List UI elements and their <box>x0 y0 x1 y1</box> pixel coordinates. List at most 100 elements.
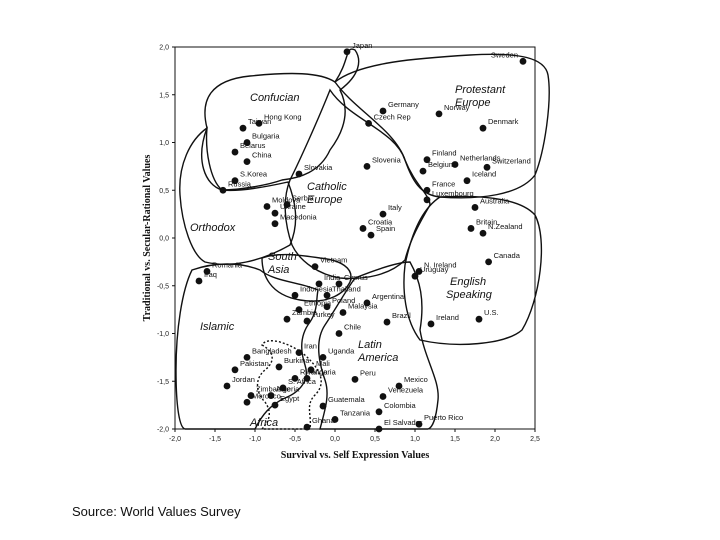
country-label: Guatemala <box>328 395 366 404</box>
country-label: Poland <box>332 296 355 305</box>
y-tick-label: 0,5 <box>159 188 169 195</box>
country-label: Denmark <box>488 117 519 126</box>
region-label-islamic: Islamic <box>200 321 235 333</box>
region-label-orthodox: Orthodox <box>190 222 236 234</box>
country-point <box>419 167 427 175</box>
country-label: Ethiopia <box>304 299 332 308</box>
country-point <box>359 225 367 232</box>
country-point <box>485 258 492 266</box>
country-point <box>271 220 279 228</box>
country-label: Chile <box>344 323 361 332</box>
country-point <box>375 425 383 433</box>
x-tick-label: 2,0 <box>490 436 500 443</box>
country-point <box>223 382 231 390</box>
x-tick-label: 2,5 <box>530 436 540 443</box>
country-point <box>379 107 387 115</box>
y-tick-label: -0,5 <box>157 283 169 290</box>
y-axis-title: Traditional vs. Secular-Rational Values <box>142 155 153 322</box>
country-label: El Salvador <box>384 418 423 427</box>
country-label: Tanzania <box>340 408 371 417</box>
country-point <box>323 291 331 299</box>
country-label: N.Zealand <box>488 222 523 231</box>
country-point <box>219 186 227 194</box>
y-tick-label: 1,5 <box>159 92 169 99</box>
country-label: Germany <box>388 100 419 109</box>
y-tick-label: -2,0 <box>157 427 169 434</box>
country-label: Slovenia <box>372 155 402 164</box>
english-speaking-boundary <box>403 195 543 346</box>
latin-america-boundary <box>317 261 439 430</box>
country-point <box>479 229 487 237</box>
country-point <box>315 280 323 288</box>
country-label: Cyprus <box>344 273 368 282</box>
country-label: Serbia <box>292 194 315 203</box>
country-point <box>311 263 319 271</box>
country-point <box>471 204 479 211</box>
country-label: Morocco <box>252 391 281 400</box>
country-point <box>271 209 279 217</box>
country-point <box>331 416 339 423</box>
country-label: Peru <box>360 368 376 377</box>
country-point <box>291 291 299 299</box>
country-label: Russia <box>228 179 252 188</box>
country-point <box>275 363 283 371</box>
africa-boundary <box>256 340 322 430</box>
country-point <box>467 225 475 232</box>
country-point <box>295 306 303 314</box>
country-point <box>203 268 211 275</box>
country-point <box>295 170 303 178</box>
x-tick-label: -1,0 <box>249 436 261 443</box>
country-label: Slovakia <box>304 163 333 172</box>
country-label: Brazil <box>392 311 411 320</box>
country-label: Australia <box>480 196 510 205</box>
country-point <box>411 272 419 280</box>
country-label: Ghana <box>312 416 335 425</box>
country-label: Uganda <box>328 346 355 355</box>
country-label: Belgium <box>428 160 455 169</box>
country-label: Mexico <box>404 375 428 384</box>
country-point <box>463 177 471 185</box>
country-label: India <box>324 273 341 282</box>
country-point <box>263 203 271 210</box>
country-label: Italy <box>388 203 402 212</box>
country-point <box>291 374 299 382</box>
country-point <box>295 349 303 356</box>
country-label: Malaysia <box>348 301 378 310</box>
country-label: Iran <box>304 342 317 351</box>
country-label: Spain <box>376 224 395 233</box>
country-point <box>243 398 251 406</box>
country-point <box>243 353 251 361</box>
country-point <box>335 280 343 288</box>
country-point <box>379 210 387 218</box>
x-tick-label: 0,0 <box>330 436 340 443</box>
country-point <box>427 320 435 328</box>
country-label: Algeria <box>276 385 300 394</box>
region-label-south-asia: South Asia <box>267 251 297 276</box>
country-label: Puerto Rico <box>424 413 463 422</box>
region-label-protestant-europe: Protestant Europe <box>455 84 506 109</box>
country-point <box>395 382 403 390</box>
cultural-map-chart: -2,0 -1,5 -1,0 -0,5 0,0 0,5 1,0 1,5 2,0 2,5 2,0 1,… <box>142 41 550 461</box>
country-point <box>339 309 347 316</box>
country-point <box>375 408 383 416</box>
y-tick-label: -1,5 <box>157 379 169 386</box>
country-point <box>243 139 251 146</box>
country-point <box>367 231 375 239</box>
country-label: Bulgaria <box>252 132 280 141</box>
country-point <box>231 366 239 374</box>
x-axis-ticks: -2,0 -1,5 -1,0 -0,5 0,0 0,5 1,0 1,5 2,0 2,5 <box>169 429 540 443</box>
country-label: Romania <box>212 260 243 269</box>
country-label: Moldova <box>272 195 301 204</box>
country-label: Finland <box>432 149 457 158</box>
country-point <box>303 374 311 382</box>
country-label: Burkina <box>284 356 310 365</box>
country-label: Ukraine <box>280 202 306 211</box>
country-label: S.Korea <box>240 170 268 179</box>
x-tick-label: 0,5 <box>370 436 380 443</box>
country-point <box>307 366 315 374</box>
country-label: N. Ireland <box>424 260 457 269</box>
x-axis-title: Survival vs. Self Expression Values <box>281 450 430 461</box>
country-label: Argentina <box>372 292 405 301</box>
country-point <box>423 186 431 194</box>
